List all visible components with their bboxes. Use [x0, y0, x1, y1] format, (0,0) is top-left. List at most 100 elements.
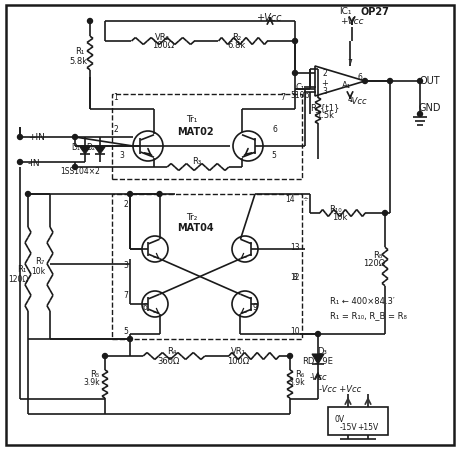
Text: 3.9k: 3.9k	[288, 377, 305, 387]
Text: ÷: ÷	[302, 194, 307, 201]
Text: R₂: R₂	[232, 32, 241, 41]
Text: RD3.9E: RD3.9E	[302, 357, 333, 366]
Text: 13: 13	[290, 243, 299, 252]
Circle shape	[73, 165, 77, 170]
Text: -Vcc: -Vcc	[348, 97, 366, 106]
Text: 3: 3	[119, 150, 124, 159]
Circle shape	[417, 112, 421, 117]
Circle shape	[17, 160, 22, 165]
Text: D₁: D₁	[72, 143, 80, 152]
Text: 1SS104×2: 1SS104×2	[60, 167, 100, 176]
Text: 2: 2	[123, 200, 128, 209]
Text: C₁: C₁	[295, 83, 304, 92]
Text: 3.9k: 3.9k	[84, 377, 100, 387]
Text: 360Ω: 360Ω	[157, 357, 179, 366]
Text: 7: 7	[123, 290, 128, 299]
Circle shape	[17, 135, 22, 140]
Text: 6: 6	[142, 303, 147, 312]
Text: 3: 3	[123, 260, 128, 269]
Text: 120Ω: 120Ω	[8, 275, 28, 284]
Text: R₇: R₇	[35, 257, 45, 266]
Text: +15V: +15V	[357, 423, 378, 432]
Text: 0V: 0V	[334, 414, 344, 423]
Bar	[327, 407, 387, 435]
Text: 6.8k: 6.8k	[227, 41, 246, 51]
Circle shape	[157, 192, 162, 197]
Text: 100Ω: 100Ω	[151, 41, 174, 51]
Polygon shape	[95, 147, 105, 155]
Circle shape	[386, 79, 392, 84]
Text: VR₂: VR₂	[154, 32, 169, 41]
Text: 2: 2	[322, 69, 327, 78]
Text: Tr₂: Tr₂	[186, 213, 197, 222]
Text: 120Ω: 120Ω	[362, 259, 384, 268]
Text: 10k: 10k	[331, 213, 347, 222]
Text: +Vcc: +Vcc	[257, 13, 282, 23]
Text: -IN: -IN	[28, 158, 40, 167]
Polygon shape	[311, 354, 323, 364]
Circle shape	[292, 71, 297, 76]
Text: 510p: 510p	[290, 91, 309, 100]
Text: -15V: -15V	[338, 423, 356, 432]
Circle shape	[73, 135, 77, 140]
Text: R₃: R₃	[192, 157, 201, 166]
Text: R₄: R₄	[167, 347, 176, 356]
Text: Tr₁: Tr₁	[186, 115, 197, 124]
Text: -Vcc +Vcc: -Vcc +Vcc	[318, 385, 360, 394]
Text: R_{t1}: R_{t1}	[310, 103, 339, 112]
Bar	[112, 194, 302, 339]
Text: A₁: A₁	[341, 80, 351, 89]
Circle shape	[292, 39, 297, 44]
Text: 5: 5	[123, 327, 128, 336]
Text: +IN: +IN	[28, 133, 45, 142]
Text: R₆: R₆	[295, 370, 304, 379]
Circle shape	[127, 192, 132, 197]
Text: D₃: D₃	[316, 347, 326, 356]
Text: R₈: R₈	[373, 250, 382, 259]
Text: R₁₀: R₁₀	[328, 205, 341, 214]
Text: R₁: R₁	[75, 47, 84, 56]
Text: 3: 3	[322, 86, 327, 95]
Text: VR₁: VR₁	[230, 347, 245, 356]
Text: GND: GND	[418, 103, 440, 113]
Text: 12: 12	[290, 273, 299, 282]
Bar	[112, 95, 302, 179]
Text: +: +	[321, 79, 328, 88]
Text: +Vcc: +Vcc	[340, 18, 363, 27]
Text: 6: 6	[272, 125, 277, 134]
Circle shape	[382, 211, 386, 216]
Text: 5: 5	[271, 150, 276, 159]
Text: 5.8k: 5.8k	[69, 56, 87, 65]
Text: D₂: D₂	[86, 143, 95, 152]
Text: 100Ω: 100Ω	[226, 357, 248, 366]
Text: 8: 8	[292, 273, 297, 282]
Text: MAT04: MAT04	[176, 222, 213, 232]
Text: 7: 7	[280, 93, 285, 102]
Text: R₁: R₁	[17, 265, 27, 274]
Circle shape	[25, 192, 30, 197]
Circle shape	[127, 337, 132, 342]
Text: IC₁: IC₁	[338, 8, 351, 17]
Circle shape	[102, 354, 107, 359]
Text: 4: 4	[347, 95, 352, 104]
Circle shape	[315, 332, 320, 337]
Circle shape	[417, 79, 421, 84]
Circle shape	[362, 79, 367, 84]
Text: 1.5k: 1.5k	[315, 111, 333, 120]
Text: OUT: OUT	[419, 76, 439, 86]
Text: 7: 7	[347, 60, 352, 69]
Text: 9: 9	[252, 303, 257, 312]
Text: 14: 14	[285, 195, 294, 204]
Text: 10k: 10k	[31, 267, 45, 276]
Text: R₁ = R₁₀, R_B = R₈: R₁ = R₁₀, R_B = R₈	[329, 311, 406, 320]
Text: 1: 1	[113, 93, 118, 102]
Circle shape	[287, 354, 292, 359]
Text: MAT02: MAT02	[176, 127, 213, 137]
Text: 10: 10	[290, 327, 299, 336]
Polygon shape	[80, 147, 90, 155]
Text: 2: 2	[113, 125, 118, 134]
Text: 6: 6	[357, 74, 362, 83]
Circle shape	[87, 19, 92, 24]
Text: -Vcc: -Vcc	[308, 373, 326, 382]
Text: OP27: OP27	[360, 7, 389, 17]
